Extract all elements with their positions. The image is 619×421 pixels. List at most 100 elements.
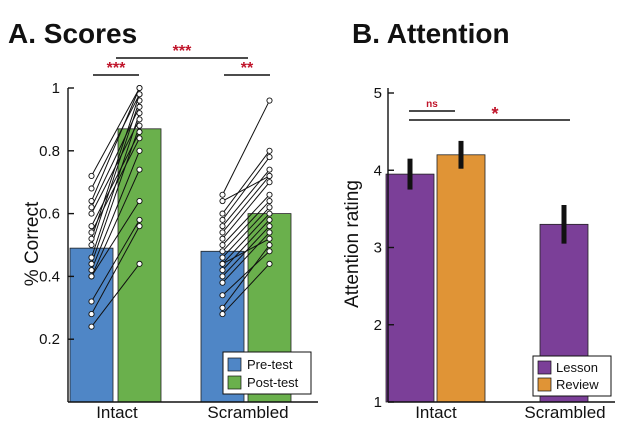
subject-point-post-test [266, 166, 273, 173]
panel-b-category-scrambled: Scrambled [524, 403, 605, 421]
subject-point-pre-test [219, 292, 226, 299]
panel-a-y-tick-label: 1 [52, 80, 60, 97]
subject-point-pre-test [219, 191, 226, 198]
panel-b-y-tick-label: 1 [374, 394, 382, 411]
subject-line-intact [91, 138, 140, 233]
subject-point-pre-test [219, 254, 226, 261]
subject-point-post-test [136, 116, 143, 123]
subject-point-post-test [266, 210, 273, 217]
subject-point-post-test [136, 166, 143, 173]
panel-a-title: A. Scores [8, 18, 137, 49]
subject-line-scrambled [222, 238, 270, 265]
panel-a: A. Scores % Correct 0.2 0.4 0.6 0.8 1 Intact… [8, 18, 318, 421]
subject-line-scrambled [222, 175, 270, 233]
legend-label-post-test: Post-test [247, 375, 299, 390]
subject-point-pre-test [88, 273, 95, 280]
subject-point-post-test [266, 216, 273, 223]
subject-line-intact [91, 94, 140, 189]
subject-line-intact [91, 106, 140, 208]
subject-point-post-test [266, 191, 273, 198]
subject-point-post-test [266, 229, 273, 236]
panel-b-y-tick-label: 3 [374, 240, 382, 257]
panel-a-y-axis-label: % Correct [22, 201, 43, 286]
subject-point-post-test [136, 103, 143, 110]
subject-point-pre-test [219, 267, 226, 274]
panel-a-y-tick-label: 0.4 [39, 268, 60, 285]
subject-line-scrambled [222, 219, 270, 271]
subject-point-post-test [266, 235, 273, 242]
subject-point-post-test [266, 260, 273, 267]
subject-line-scrambled [222, 194, 270, 246]
subject-point-pre-test [219, 210, 226, 217]
subject-line-intact [91, 119, 140, 214]
subject-point-pre-test [219, 216, 226, 223]
subject-line-intact [91, 219, 140, 302]
subject-point-pre-test [88, 229, 95, 236]
subject-point-post-test [266, 154, 273, 161]
subject-line-scrambled [222, 175, 270, 202]
subject-line-scrambled [222, 150, 270, 214]
subject-point-pre-test [219, 279, 226, 286]
subject-line-intact [91, 169, 140, 277]
subject-point-pre-test [88, 311, 95, 318]
subject-line-intact [91, 131, 140, 227]
subject-line-scrambled [222, 206, 270, 258]
bar-review-intact [436, 154, 486, 403]
legend-swatch-review [537, 377, 552, 392]
subject-point-pre-test [88, 298, 95, 305]
subject-point-pre-test [219, 248, 226, 255]
subject-point-pre-test [219, 260, 226, 267]
panel-b-title: B. Attention [352, 18, 510, 49]
subject-line-scrambled [222, 232, 270, 284]
panel-b-sig-ns: ns [426, 99, 438, 110]
subject-point-pre-test [219, 223, 226, 230]
subject-point-pre-test [88, 254, 95, 261]
subject-point-post-test [136, 223, 143, 230]
subject-point-post-test [136, 147, 143, 154]
legend-label-lesson: Lesson [556, 360, 598, 375]
subject-line-scrambled [222, 100, 270, 195]
subject-point-pre-test [88, 260, 95, 267]
subject-point-pre-test [219, 273, 226, 280]
panel-b-category-intact: Intact [415, 403, 457, 421]
subject-point-pre-test [88, 197, 95, 205]
panel-b-y-tick-label: 4 [374, 162, 382, 179]
bar-lesson-intact [385, 173, 435, 403]
subject-point-post-test [266, 97, 273, 104]
subject-point-pre-test [219, 304, 226, 311]
subject-line-scrambled [222, 250, 270, 296]
subject-point-pre-test [88, 204, 95, 211]
subject-point-post-test [266, 204, 273, 211]
subject-line-intact [91, 87, 140, 202]
legend-swatch-post-test [227, 375, 242, 390]
panel-b: B. Attention Attention rating 1 2 3 4 5 Inta… [342, 18, 615, 421]
panel-a-category-intact: Intact [96, 403, 138, 421]
subject-line-intact [91, 263, 140, 327]
subject-point-pre-test [88, 185, 95, 192]
subject-point-post-test [136, 260, 143, 267]
subject-point-post-test [136, 84, 143, 92]
panel-b-legend: Lesson Review [532, 355, 612, 397]
legend-swatch-pre-test [227, 357, 242, 372]
subject-line-intact [91, 225, 140, 315]
panel-a-y-tick-label: 0.2 [39, 331, 60, 348]
subject-point-post-test [266, 241, 273, 249]
subject-point-pre-test [88, 235, 95, 242]
subject-point-post-test [266, 248, 273, 255]
panel-b-y-axis-label: Attention rating [342, 180, 363, 308]
panel-b-y-tick-label: 2 [374, 317, 382, 334]
subject-line-scrambled [222, 169, 270, 227]
panel-b-y-tick-label: 5 [374, 85, 382, 102]
subject-point-pre-test [219, 235, 226, 242]
subject-point-pre-test [88, 323, 95, 330]
panel-a-sig-across: *** [173, 43, 192, 60]
panel-a-legend: Pre-test Post-test [222, 351, 312, 395]
panel-a-sig-scrambled: ** [241, 60, 254, 77]
subject-point-post-test [136, 216, 143, 223]
subject-line-scrambled [222, 181, 270, 240]
subject-line-intact [91, 150, 140, 271]
subject-point-post-test [266, 172, 273, 179]
panel-a-y-tick-label: 0.6 [39, 206, 60, 223]
subject-point-pre-test [88, 267, 95, 274]
